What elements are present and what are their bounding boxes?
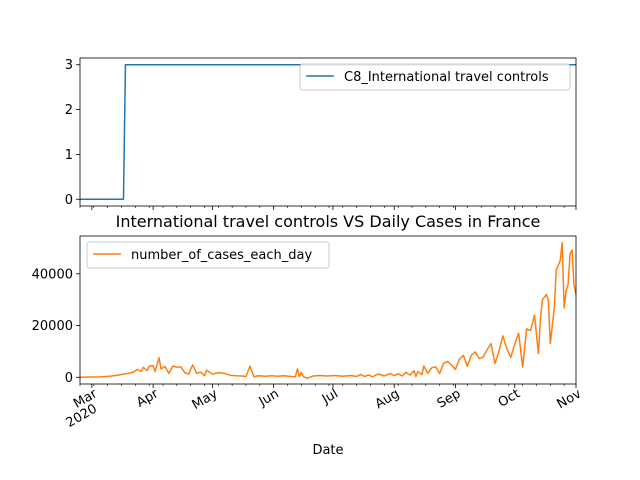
y-tick-label: 1 bbox=[65, 148, 73, 163]
y-tick-label: 2 bbox=[65, 103, 73, 118]
bottom-legend: number_of_cases_each_day bbox=[86, 241, 330, 269]
bottom-chart-title: International travel controls VS Daily C… bbox=[116, 212, 541, 231]
x-tick-label: Jul bbox=[319, 386, 341, 407]
bottom-series-line-0 bbox=[79, 241, 577, 380]
bottom-series-layer bbox=[79, 241, 577, 380]
bottom-axes-frame bbox=[79, 235, 577, 385]
top-legend: C8_International travel controls bbox=[299, 63, 571, 91]
y-tick-label: 0 bbox=[65, 371, 73, 386]
top-y-axis: 0 1 2 3 bbox=[65, 58, 80, 208]
y-tick-label: 20000 bbox=[32, 319, 73, 334]
bottom-legend-label: number_of_cases_each_day bbox=[131, 248, 312, 263]
bottom-legend-box bbox=[86, 241, 330, 269]
top-legend-label: C8_International travel controls bbox=[344, 70, 549, 85]
top-subplot: 0 1 2 3 C8_International travel controls bbox=[65, 57, 577, 210]
top-axes-frame bbox=[79, 57, 577, 207]
bottom-y-axis: 0 20000 40000 bbox=[32, 267, 80, 386]
y-tick-label: 3 bbox=[65, 58, 73, 73]
y-tick-label: 40000 bbox=[32, 267, 73, 282]
x-axis-label: Date bbox=[312, 443, 343, 458]
top-legend-box bbox=[299, 63, 571, 91]
y-tick-label: 0 bbox=[65, 193, 73, 208]
